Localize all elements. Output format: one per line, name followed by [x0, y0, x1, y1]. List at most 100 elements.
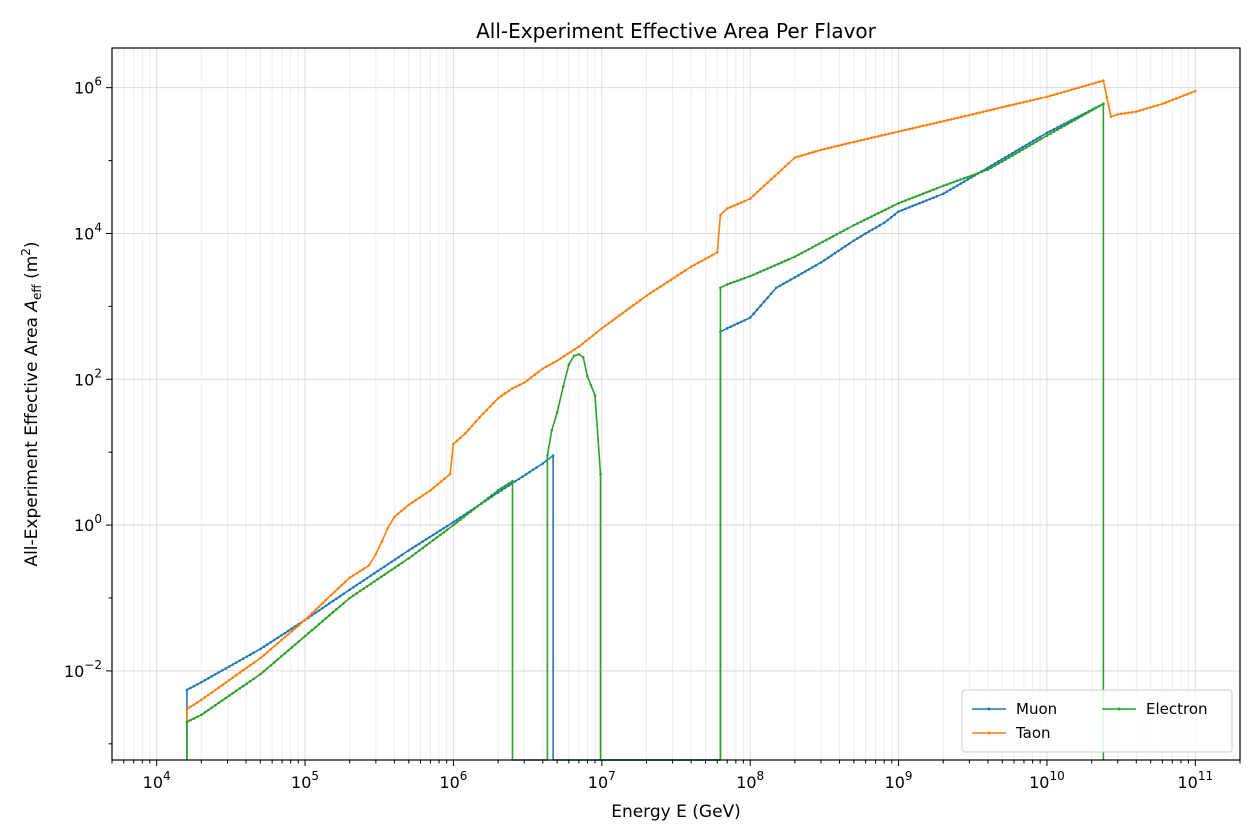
data-point — [959, 178, 962, 181]
data-point — [374, 552, 378, 556]
data-point — [414, 551, 418, 555]
data-point — [331, 599, 335, 603]
data-point — [224, 681, 228, 684]
data-point — [810, 151, 814, 154]
series-electron — [185, 102, 1105, 761]
data-point — [890, 205, 894, 208]
data-point — [1028, 99, 1032, 102]
data-point — [793, 255, 797, 259]
data-point — [835, 233, 839, 236]
legend-box — [961, 689, 1233, 753]
data-point — [280, 638, 283, 642]
data-point — [866, 137, 870, 141]
data-point — [904, 128, 907, 132]
data-point — [329, 593, 333, 597]
data-point — [952, 180, 955, 184]
data-point — [736, 202, 739, 206]
data-point — [231, 676, 235, 679]
data-point — [743, 318, 746, 322]
data-point — [935, 195, 939, 198]
data-point — [367, 564, 371, 567]
data-point — [470, 424, 474, 428]
data-point — [759, 270, 762, 273]
data-point — [1138, 109, 1142, 112]
data-point — [403, 506, 407, 510]
data-point — [421, 494, 425, 497]
data-point — [800, 251, 804, 255]
data-point — [624, 309, 628, 312]
data-point — [459, 518, 462, 521]
data-point — [365, 585, 369, 588]
data-point — [317, 605, 321, 608]
data-point — [645, 294, 648, 298]
data-point — [948, 188, 952, 192]
data-point — [348, 576, 352, 579]
data-point — [1052, 127, 1056, 131]
data-point — [355, 583, 358, 587]
data-point — [273, 661, 276, 664]
data-point — [396, 512, 400, 516]
data-point — [238, 671, 241, 675]
data-point — [826, 256, 830, 260]
data-point — [807, 247, 811, 251]
data-point — [599, 472, 602, 476]
data-point — [662, 283, 666, 286]
data-point — [555, 359, 559, 362]
data-point — [859, 220, 863, 224]
data-point — [189, 686, 192, 690]
data-point — [824, 238, 828, 242]
data-point — [380, 539, 384, 543]
data-point — [210, 691, 214, 694]
data-point — [220, 669, 224, 672]
data-point — [572, 354, 576, 358]
x-tick-base: 10 — [143, 773, 163, 792]
data-point — [248, 653, 252, 657]
data-point — [1090, 108, 1094, 112]
data-point — [995, 107, 999, 110]
data-point — [210, 706, 214, 709]
data-point — [307, 615, 310, 618]
data-point — [773, 264, 776, 267]
data-point — [955, 184, 959, 187]
data-point — [314, 611, 317, 615]
data-point — [880, 210, 884, 213]
data-point — [804, 249, 807, 253]
data-point — [224, 667, 228, 670]
x-tick-label: 106 — [439, 769, 467, 792]
data-point — [331, 611, 335, 614]
data-point — [336, 587, 340, 590]
data-point — [715, 251, 719, 254]
x-tick-label: 105 — [291, 769, 319, 792]
data-point — [185, 720, 189, 724]
data-point — [496, 396, 500, 400]
data-point — [838, 231, 842, 234]
data-point — [776, 171, 780, 175]
data-point — [1038, 135, 1042, 139]
data-point — [439, 480, 443, 484]
data-point — [248, 664, 252, 667]
data-point — [856, 237, 859, 240]
data-point — [321, 619, 324, 623]
x-tick-label: 108 — [736, 769, 764, 792]
data-point — [355, 592, 358, 595]
data-point — [859, 235, 863, 238]
data-point — [780, 261, 783, 264]
data-point — [393, 566, 397, 569]
x-tick-base: 10 — [439, 773, 459, 792]
data-point — [541, 462, 545, 465]
data-point — [680, 271, 683, 275]
data-point — [1168, 99, 1171, 103]
data-point — [417, 496, 421, 500]
data-point — [369, 582, 372, 586]
data-point — [783, 165, 787, 168]
data-point — [837, 249, 840, 253]
data-point — [314, 625, 317, 629]
data-point — [245, 682, 248, 685]
data-point — [324, 604, 328, 608]
data-point — [826, 146, 830, 150]
data-point — [928, 197, 932, 201]
data-point — [911, 127, 914, 130]
data-point — [828, 236, 832, 240]
data-point — [386, 570, 390, 574]
data-point — [773, 174, 776, 178]
